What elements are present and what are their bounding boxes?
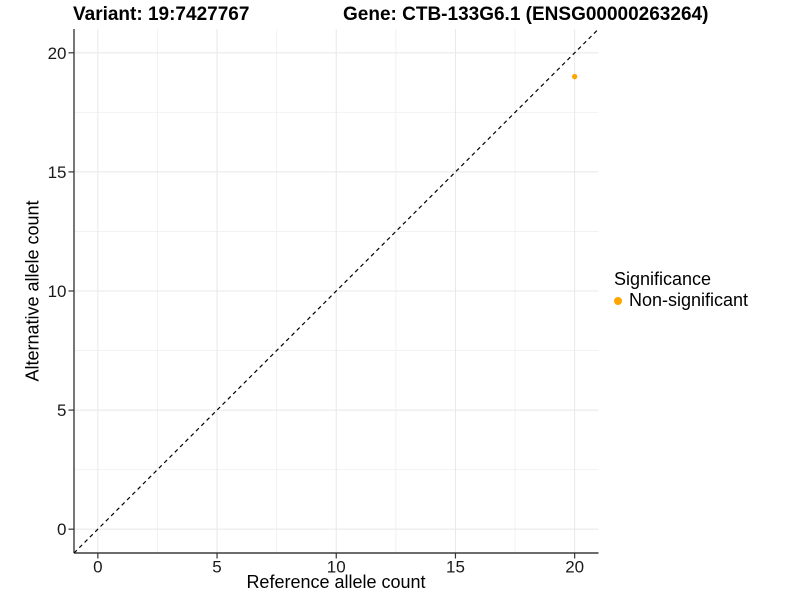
legend-title: Significance <box>614 269 712 289</box>
x-tick-label: 20 <box>565 558 584 577</box>
legend-item-label: Non-significant <box>629 290 749 310</box>
y-tick-label: 10 <box>48 282 67 301</box>
y-tick-label: 5 <box>57 401 66 420</box>
legend: Significance Non-significant <box>614 269 748 311</box>
x-tick-label: 0 <box>93 558 102 577</box>
identity-line <box>73 28 599 554</box>
y-tick-label: 20 <box>48 44 67 63</box>
variant-title: Variant: 19:7427767 <box>73 4 250 25</box>
data-point <box>571 73 578 80</box>
gene-title: Gene: CTB-133G6.1 (ENSG00000263264) <box>343 4 709 25</box>
y-tick-label: 0 <box>57 520 66 539</box>
x-axis-title: Reference allele count <box>246 572 426 592</box>
x-tick-label: 10 <box>327 558 346 577</box>
x-tick-label: 5 <box>212 558 221 577</box>
legend-point-icon <box>614 296 622 305</box>
x-tick-label: 15 <box>446 558 465 577</box>
y-tick-label: 15 <box>48 163 67 182</box>
y-axis-title: Alternative allele count <box>22 200 43 382</box>
legend-item: Non-significant <box>614 290 748 311</box>
